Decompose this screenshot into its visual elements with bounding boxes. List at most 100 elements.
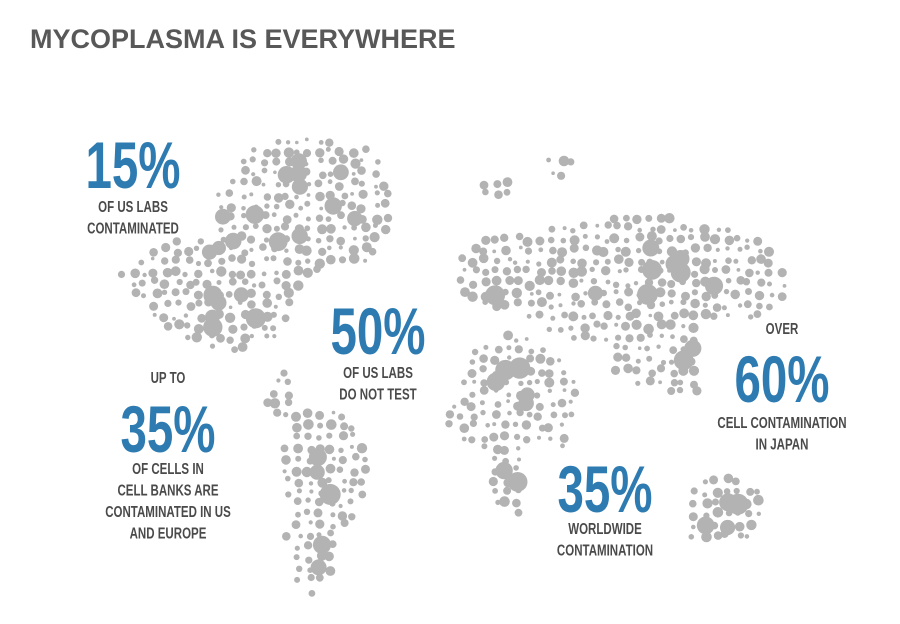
map-dot [273,277,281,285]
map-dot [681,324,686,329]
map-dot [595,223,600,228]
map-dot [193,324,204,334]
map-dot [294,194,299,200]
map-dot [622,344,628,351]
map-dot [709,475,719,485]
map-dot [725,509,733,517]
map-dot [536,297,547,308]
map-dot [131,288,141,298]
map-dot [733,234,741,242]
map-dot [282,235,291,243]
map-dot [517,457,521,462]
map-dot [557,171,566,180]
map-dot [141,293,146,299]
map-dot [642,260,662,280]
map-dot [670,379,679,387]
map-dot [746,487,755,496]
map-dot [330,512,336,518]
map-dot [570,258,576,265]
map-dot [306,532,315,541]
map-dot [193,290,203,300]
map-dot [741,498,752,510]
map-dot [667,289,676,298]
stat-value: 50% [330,295,425,368]
map-dot [515,232,524,241]
map-dot [713,531,723,540]
map-dot [358,180,365,187]
map-dot [696,516,715,535]
map-dot [241,278,249,286]
map-dot [471,348,479,356]
map-dot [594,234,601,240]
map-dot [499,431,510,441]
map-dot [263,193,272,201]
map-dot [358,490,367,499]
map-dot [569,243,579,253]
map-dot [294,478,304,488]
map-dot [512,260,518,265]
map-dot [701,291,711,302]
map-dot [172,316,176,321]
map-dot [501,245,511,256]
map-dot [556,255,565,264]
map-dot [325,477,332,484]
map-dot [461,436,467,442]
map-dot [702,479,709,485]
map-dot [291,466,302,477]
map-dot [631,319,642,330]
stat: UP TO 35%OF CELLS IN CELL BANKS ARE CONTAMI… [105,368,231,542]
stat-text: OF CELLS IN [132,459,204,477]
map-dot [612,281,620,288]
map-dot [375,159,381,165]
map-dot [518,395,534,412]
map-dot [528,348,535,355]
stat-text: CONTAMINATED [87,219,179,237]
map-dot [479,354,488,363]
map-dot [666,234,674,243]
map-dot [359,158,364,163]
map-dot [614,254,624,264]
map-dot [324,551,334,562]
map-dot [372,223,378,228]
map-dot [580,331,590,341]
map-dot [676,386,684,394]
map-dot [241,165,250,175]
map-dot [550,315,556,321]
map-dot [351,172,356,176]
map-dot [327,171,334,177]
map-dot [305,216,311,222]
map-dot [583,291,588,296]
map-dot [351,224,357,231]
map-dot [148,268,158,278]
map-dot [712,303,722,312]
map-dot [270,311,277,318]
map-dot [687,357,696,366]
map-dot [249,192,254,197]
map-dot [526,366,536,376]
map-dot [736,268,741,272]
map-dot [226,203,236,213]
map-dot [172,237,181,246]
map-dot [334,182,344,191]
map-dot [262,311,273,322]
map-dot [480,409,486,416]
map-dot [293,443,303,454]
map-dot [638,258,646,266]
map-dot [501,420,510,429]
map-dot [348,253,360,264]
map-dot [712,498,719,506]
map-dot [281,192,289,200]
map-dot [559,422,565,427]
map-dot [650,226,656,232]
map-dot [291,178,308,195]
map-dot [174,319,185,330]
map-dot [204,259,212,268]
map-dot [249,333,254,339]
map-dot [338,413,346,421]
map-dot [690,298,700,309]
map-dot [324,197,342,215]
map-dot [593,259,600,266]
map-dot [251,176,262,187]
map-dot [533,412,542,421]
map-dot [527,299,535,307]
